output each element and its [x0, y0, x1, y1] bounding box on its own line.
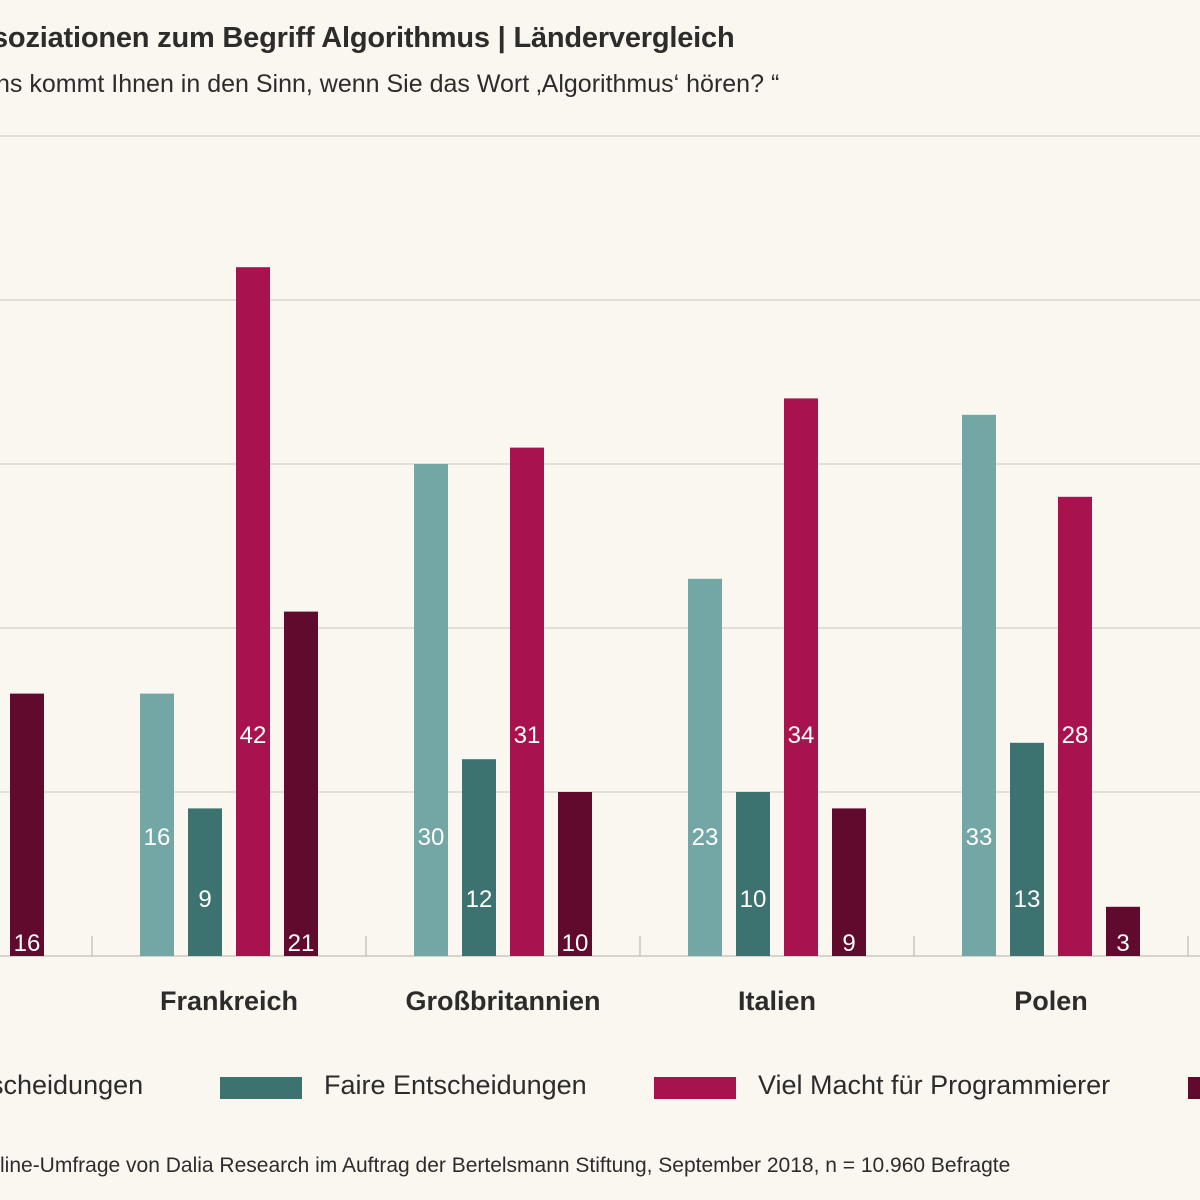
data-label: 33 [966, 824, 993, 851]
bar [10, 693, 44, 956]
data-label: 31 [514, 722, 541, 749]
bar [236, 267, 270, 956]
bar [462, 759, 496, 956]
bar [736, 792, 770, 956]
category-label: Italien [738, 986, 816, 1016]
bar [962, 414, 996, 956]
data-label: 9 [198, 886, 211, 913]
bar [832, 808, 866, 956]
legend-label-2: Faire Entscheidungen [324, 1070, 587, 1100]
legend-label-1: scheidungen [0, 1070, 144, 1100]
source-note: line-Umfrage von Dalia Research im Auftr… [0, 1154, 1011, 1177]
data-label: 12 [466, 886, 493, 913]
bar [188, 808, 222, 956]
data-label: 13 [1014, 886, 1041, 913]
legend: scheidungen Faire Entscheidungen Viel Ma… [0, 1068, 1200, 1108]
legend-swatch-2 [220, 1077, 302, 1099]
bar [140, 693, 174, 956]
bar [1010, 742, 1044, 956]
legend-swatch-4 [1188, 1077, 1200, 1099]
data-label: 10 [562, 930, 589, 957]
bar [784, 398, 818, 956]
data-label: 21 [288, 930, 315, 957]
bar [1058, 496, 1092, 956]
category-label: Frankreich [160, 986, 298, 1016]
legend-swatch-3 [654, 1077, 736, 1099]
bar [688, 578, 722, 956]
data-label: 34 [788, 722, 815, 749]
data-label: 23 [692, 824, 719, 851]
data-label: 30 [418, 824, 445, 851]
chart-title: soziationen zum Begriff Algorithmus | Lä… [0, 22, 735, 54]
data-label: 16 [144, 824, 171, 851]
bar [284, 611, 318, 956]
bar [414, 464, 448, 956]
data-label: 42 [240, 722, 267, 749]
bar [1106, 906, 1140, 956]
data-label: 10 [740, 886, 767, 913]
legend-label-3: Viel Macht für Programmierer [758, 1070, 1111, 1100]
data-label: 28 [1062, 722, 1089, 749]
data-label: 16 [14, 930, 41, 957]
bar [558, 792, 592, 956]
data-label: 9 [842, 930, 855, 957]
bar [510, 447, 544, 956]
category-label: Polen [1014, 986, 1088, 1016]
category-label: Großbritannien [406, 986, 601, 1016]
data-label: 3 [1116, 930, 1129, 957]
chart-subtitle: ns kommt Ihnen in den Sinn, wenn Sie das… [0, 70, 780, 98]
